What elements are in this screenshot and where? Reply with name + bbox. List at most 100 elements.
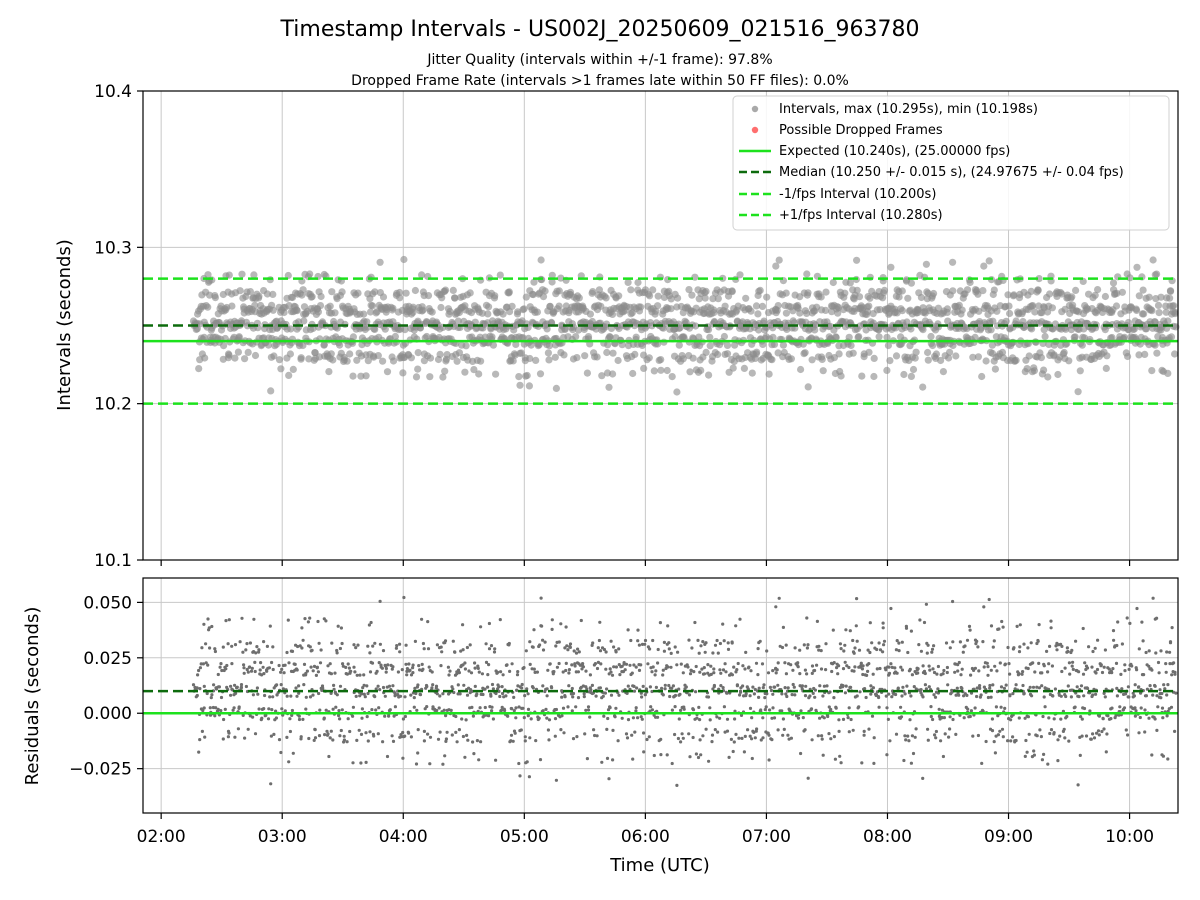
interval-point — [603, 348, 611, 357]
residual-point — [953, 670, 957, 674]
residual-point — [758, 639, 762, 643]
residual-point — [735, 683, 740, 687]
interval-point — [979, 287, 987, 295]
residual-point — [1128, 621, 1132, 626]
residual-point — [571, 737, 576, 741]
interval-point — [818, 355, 826, 363]
residual-point — [851, 638, 855, 643]
interval-point — [629, 369, 637, 378]
interval-point — [990, 286, 998, 294]
residual-point — [466, 738, 470, 742]
residual-point — [590, 683, 595, 688]
residual-point — [872, 761, 876, 766]
residual-point — [697, 651, 701, 655]
residual-point — [820, 734, 824, 738]
residual-point — [352, 643, 356, 647]
residual-point — [1147, 716, 1151, 720]
residual-point — [585, 757, 590, 761]
residual-point — [396, 670, 400, 674]
residual-point — [897, 649, 901, 653]
residual-point — [487, 663, 491, 667]
residual-point — [1101, 717, 1105, 721]
residual-point — [598, 649, 603, 653]
residual-point — [1165, 650, 1169, 654]
residual-point — [477, 758, 481, 762]
interval-point — [924, 348, 932, 357]
residual-point — [371, 644, 375, 648]
residual-point — [224, 667, 228, 671]
residual-point — [1099, 663, 1103, 667]
residual-point — [339, 728, 343, 733]
interval-point — [371, 288, 379, 296]
residual-point — [732, 665, 736, 669]
residual-point — [301, 638, 305, 642]
residual-point — [588, 673, 593, 677]
residual-point — [381, 649, 386, 653]
residual-point — [422, 729, 426, 734]
residual-point — [287, 661, 291, 665]
residual-point — [776, 683, 780, 687]
residual-point — [860, 761, 864, 765]
residual-point — [942, 716, 947, 720]
residual-point — [784, 643, 788, 647]
residual-point — [568, 645, 573, 650]
interval-point — [545, 356, 553, 364]
residual-point — [919, 649, 924, 653]
residual-point — [479, 740, 483, 744]
residual-point — [1089, 737, 1093, 741]
interval-point — [1072, 286, 1080, 294]
residual-point — [710, 733, 715, 737]
interval-point — [441, 367, 449, 375]
residual-point — [719, 671, 723, 675]
residual-point — [773, 685, 777, 689]
interval-point — [710, 306, 718, 314]
interval-point — [277, 365, 285, 373]
residual-point — [821, 694, 825, 698]
interval-point — [747, 307, 755, 315]
residual-point — [465, 693, 470, 697]
residual-point — [763, 696, 767, 700]
residual-point — [712, 667, 716, 671]
residual-point — [670, 708, 675, 712]
residual-point — [1043, 705, 1047, 709]
residual-point — [1160, 691, 1164, 696]
residual-point — [1122, 706, 1127, 710]
residual-point — [470, 705, 474, 710]
residual-point — [982, 665, 986, 669]
residual-point — [985, 661, 989, 665]
residual-point — [681, 671, 685, 675]
residual-point — [197, 750, 201, 754]
residual-point — [962, 716, 966, 720]
residual-point — [237, 705, 241, 709]
residual-point — [289, 694, 293, 698]
residual-point — [843, 643, 847, 647]
residual-point — [1018, 645, 1022, 649]
residual-point — [1058, 734, 1062, 738]
residual-point — [682, 707, 686, 711]
interval-point — [1048, 304, 1056, 312]
residual-point — [651, 665, 655, 669]
residual-point — [208, 706, 212, 710]
residual-point — [676, 650, 680, 654]
interval-point — [354, 289, 362, 297]
residual-point — [550, 686, 554, 690]
residual-point — [760, 662, 765, 666]
interval-point — [605, 383, 613, 391]
residual-point — [366, 739, 370, 743]
interval-point — [1145, 293, 1153, 301]
interval-point — [505, 288, 513, 296]
residual-point — [206, 663, 210, 667]
residual-point — [731, 749, 735, 754]
residual-point — [333, 671, 337, 675]
residual-point — [1078, 753, 1082, 758]
interval-point — [584, 333, 593, 341]
residual-point — [501, 673, 505, 677]
interval-point — [409, 303, 417, 311]
residual-point — [984, 739, 988, 744]
residual-point — [1065, 646, 1069, 650]
residual-point — [597, 638, 602, 643]
residual-point — [560, 695, 564, 699]
interval-point — [316, 302, 325, 310]
residual-point — [1055, 648, 1059, 652]
top-y-tick-label: 10.1 — [94, 551, 132, 571]
